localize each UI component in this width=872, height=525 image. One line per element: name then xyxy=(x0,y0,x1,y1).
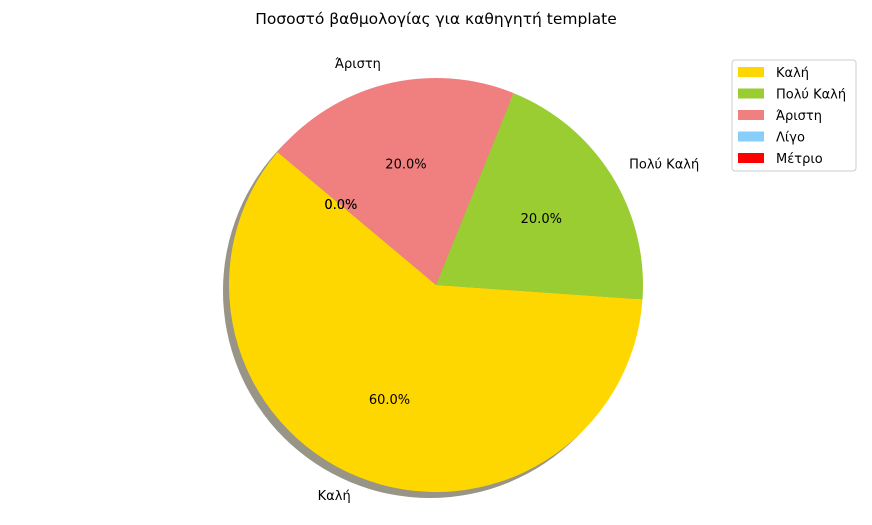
slice-percent-label: 20.0% xyxy=(385,157,426,172)
slice-2 xyxy=(277,77,514,285)
slice-percent-label: 60.0% xyxy=(369,393,410,408)
slice-category-label: Άριστη xyxy=(335,57,381,72)
legend-swatch xyxy=(738,131,764,142)
legend-swatch xyxy=(738,88,764,99)
legend-label: Λίγο xyxy=(776,131,805,146)
legend-label: Άριστη xyxy=(776,109,822,124)
legend-label: Μέτριο xyxy=(776,152,823,167)
chart-title: Ποσοστό βαθμολογίας για καθηγητή templat… xyxy=(255,10,617,28)
slice-percent-label: 0.0% xyxy=(324,198,357,213)
slice-percent-label: 20.0% xyxy=(521,212,562,227)
legend-swatch xyxy=(738,110,764,120)
legend-label: Πολύ Καλή xyxy=(776,88,846,103)
legend-label: Καλή xyxy=(776,66,809,81)
legend-frame xyxy=(731,59,857,172)
slice-percent-label: 0.0% xyxy=(324,198,357,213)
pie-slices xyxy=(229,77,644,492)
slice-category-label: Πολύ Καλή xyxy=(629,157,699,172)
slice-category-label: Καλή xyxy=(318,489,351,504)
legend-swatch xyxy=(738,153,764,163)
legend: Καλή Πολύ Καλή Άριστη Λίγο Μέτριο xyxy=(731,59,857,172)
legend-swatch xyxy=(738,67,764,77)
slice-0 xyxy=(229,151,643,492)
slice-1 xyxy=(436,93,644,300)
